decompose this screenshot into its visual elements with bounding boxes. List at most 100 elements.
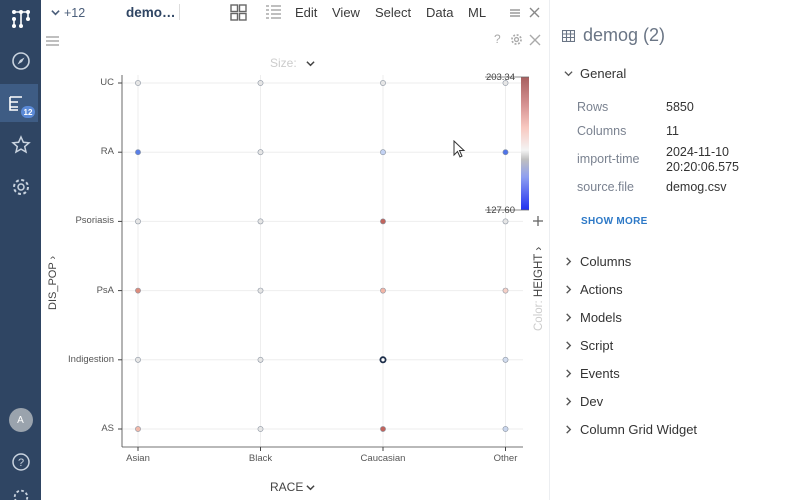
y-tick-label: PsA <box>96 284 114 296</box>
scatter-point-black-psoriasis[interactable] <box>257 218 264 225</box>
color-scale-min: 127.60 <box>486 205 515 216</box>
menu-select[interactable]: Select <box>375 5 412 20</box>
section-label: Actions <box>580 282 623 297</box>
section-general[interactable]: General <box>564 66 626 81</box>
scatter-point-other-psa[interactable] <box>502 287 509 294</box>
datasets-icon[interactable]: 12 <box>0 84 38 122</box>
top-toolbar: +12 demo… Edit View Select Data ML <box>41 0 549 25</box>
prop-import-time-key: import-time <box>577 152 640 166</box>
section-models[interactable]: Models <box>564 310 622 325</box>
size-selector[interactable]: Size: <box>270 56 315 70</box>
scatter-point-other-indigestion[interactable] <box>502 356 509 363</box>
section-columns[interactable]: Columns <box>564 254 631 269</box>
section-label: Models <box>580 310 622 325</box>
scatter-point-asian-as[interactable] <box>135 426 141 432</box>
scatter-point-asian-psoriasis[interactable] <box>135 218 141 225</box>
color-scale-bar <box>521 77 529 210</box>
chevron-right-icon <box>566 257 572 266</box>
app-logo-icon[interactable] <box>0 0 41 38</box>
scatter-point-black-as[interactable] <box>257 426 264 432</box>
section-label: Events <box>580 366 620 381</box>
settings-icon-bottom[interactable] <box>0 484 41 500</box>
y-tick-label: RA <box>100 146 114 158</box>
scatter-point-other-ra[interactable] <box>502 149 509 156</box>
compass-icon[interactable] <box>0 42 41 80</box>
scatter-point-caucasian-psa[interactable] <box>380 287 386 294</box>
tabs-dropdown[interactable]: +12 <box>51 0 85 25</box>
user-avatar[interactable]: A <box>0 401 41 439</box>
scatter-point-caucasian-uc[interactable] <box>380 80 386 86</box>
scatter-point-asian-psa[interactable] <box>135 287 141 294</box>
prop-columns-key: Columns <box>577 124 627 138</box>
y-tick-label: UC <box>100 77 114 88</box>
y-tick-label: Indigestion <box>68 353 114 365</box>
x-tick-label: Black <box>248 453 273 464</box>
star-icon[interactable] <box>0 126 41 164</box>
scatter-point-asian-uc[interactable] <box>135 80 141 86</box>
y-tick-label: AS <box>101 423 114 434</box>
settings-icon[interactable] <box>0 168 41 206</box>
scatter-point-black-indigestion[interactable] <box>257 356 264 363</box>
scatter-point-other-uc[interactable] <box>502 80 509 86</box>
x-column-selector[interactable]: RACE <box>270 480 315 494</box>
datasets-count-badge: 12 <box>21 106 35 118</box>
y-column-selector[interactable]: DIS_POP › <box>47 255 59 311</box>
mouse-cursor-icon <box>453 140 466 158</box>
scatter-point-other-psoriasis[interactable] <box>502 218 509 225</box>
menu-data[interactable]: Data <box>426 5 454 20</box>
x-tick-label: Other <box>493 453 518 464</box>
panel-header: demog (2) <box>562 25 665 46</box>
menu-edit[interactable]: Edit <box>295 5 318 20</box>
viewer-menu-icon[interactable] <box>46 34 59 52</box>
scatter-point-asian-indigestion[interactable] <box>135 356 141 363</box>
chevron-right-icon <box>566 369 572 378</box>
show-more-link[interactable]: SHOW MORE <box>581 216 648 227</box>
y-column-label: DIS_POP <box>47 262 59 311</box>
scatter-point-black-ra[interactable] <box>257 149 264 156</box>
menu-view[interactable]: View <box>332 5 360 20</box>
scatter-point-black-uc[interactable] <box>257 80 264 86</box>
x-tick-label: Caucasian <box>360 453 406 464</box>
table-view-icon[interactable] <box>265 0 282 25</box>
help-icon[interactable]: ? <box>0 443 41 481</box>
context-panel: demog (2) General Rows 5850 Columns 11 i… <box>549 0 800 500</box>
prop-rows-value: 5850 <box>666 100 694 114</box>
settings-icon[interactable] <box>510 33 523 51</box>
divider <box>179 4 180 20</box>
avatar: A <box>8 408 33 432</box>
plot-canvas[interactable]: 203.34 127.60 <box>41 25 549 500</box>
x-column-label: RACE <box>270 480 304 494</box>
scatter-point-caucasian-psoriasis[interactable] <box>380 218 386 225</box>
scatter-point-caucasian-indigestion[interactable] <box>379 356 387 364</box>
close-viewer-icon[interactable] <box>529 33 541 51</box>
scatter-point-caucasian-ra[interactable] <box>380 149 386 156</box>
close-icon[interactable] <box>529 0 540 25</box>
table-icon <box>562 29 575 42</box>
prop-source-file-value: demog.csv <box>666 180 727 194</box>
size-label: Size: <box>270 56 297 70</box>
color-column-selector[interactable]: Color: HEIGHT › <box>533 246 545 331</box>
chevron-right-icon <box>566 285 572 294</box>
hamburger-icon[interactable] <box>509 0 521 25</box>
scatter-point-asian-ra[interactable] <box>135 149 141 156</box>
scatter-point-black-psa[interactable] <box>257 287 264 294</box>
menu-ml[interactable]: ML <box>468 5 487 20</box>
x-tick-label: Asian <box>126 453 150 464</box>
grid-view-icon[interactable] <box>230 0 247 25</box>
scatter-point-other-as[interactable] <box>502 426 509 432</box>
scatter-point-caucasian-as[interactable] <box>380 426 386 432</box>
prop-columns-value: 11 <box>666 124 679 138</box>
section-actions[interactable]: Actions <box>564 282 623 297</box>
section-label: Columns <box>580 254 632 269</box>
chevron-right-icon <box>566 341 572 350</box>
help-icon[interactable]: ? <box>494 32 501 46</box>
dataset-title[interactable]: demo… <box>126 5 176 20</box>
section-script[interactable]: Script <box>564 338 613 353</box>
section-events[interactable]: Events <box>564 366 620 381</box>
section-label: Column Grid Widget <box>580 422 698 437</box>
section-column-grid-widget[interactable]: Column Grid Widget <box>564 422 697 437</box>
section-dev[interactable]: Dev <box>564 394 603 409</box>
section-label: Script <box>580 338 614 353</box>
color-column-label: HEIGHT <box>533 253 545 298</box>
add-icon[interactable] <box>533 216 543 226</box>
